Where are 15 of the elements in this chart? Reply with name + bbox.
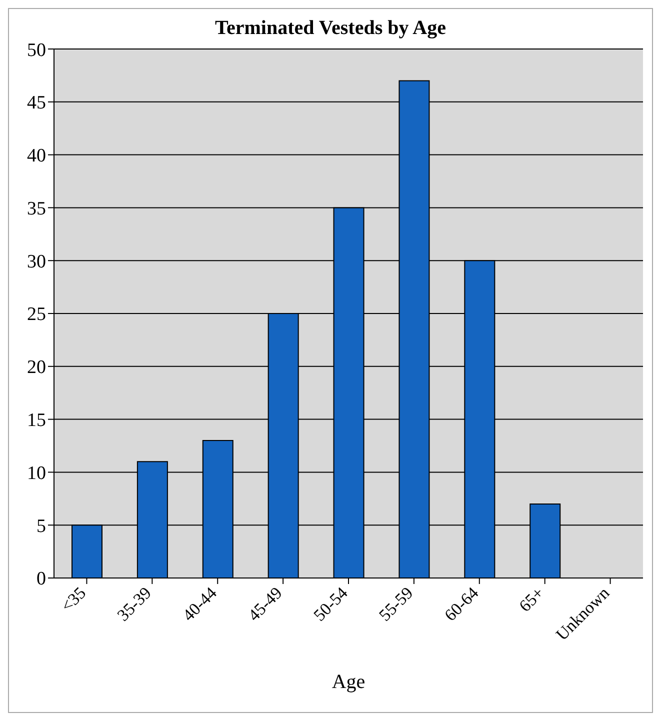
y-tick-label: 10 [27, 462, 46, 484]
y-tick-label: 5 [36, 516, 46, 537]
y-tick-label: 30 [27, 251, 46, 272]
y-tick-label: 35 [27, 198, 46, 220]
y-tick-label: 20 [27, 357, 46, 378]
y-tick-label: 40 [27, 146, 46, 167]
x-axis-title: Age [332, 671, 366, 693]
y-tick-label: 25 [27, 304, 46, 326]
x-tick-label: <35 [57, 583, 90, 616]
y-tick-label: 50 [27, 40, 46, 61]
y-tick-label: 15 [27, 410, 46, 432]
y-tick-label: 0 [36, 568, 46, 590]
y-tick-label: 45 [27, 92, 46, 114]
x-tick-label: 65+ [515, 583, 548, 616]
chart-title: Terminated Vesteds by Age [215, 17, 446, 39]
